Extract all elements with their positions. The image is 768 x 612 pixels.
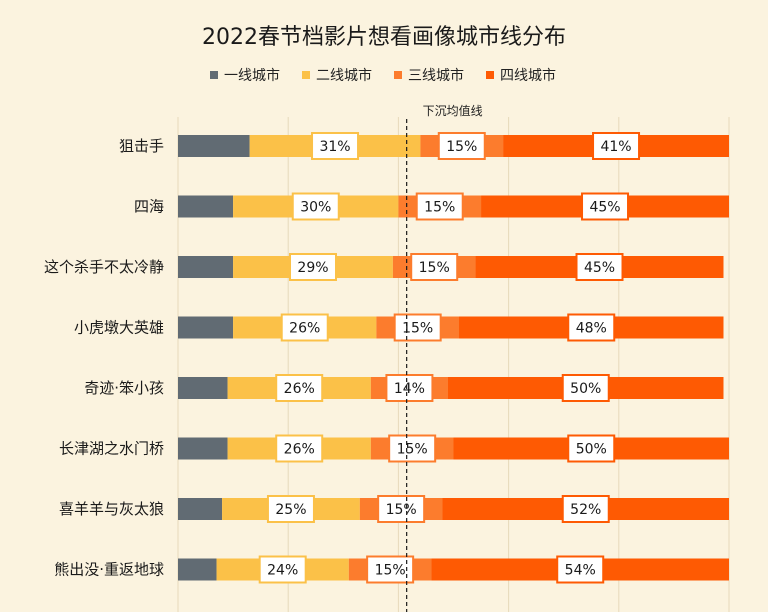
data-label-box <box>556 555 605 584</box>
data-label-box <box>575 253 624 281</box>
plot-area: 狙击手 31% 15% 41% 四海 30% 15% 45% 这个杀手不太冷静 29% 15% 45%… <box>44 103 730 612</box>
data-label: 24% <box>267 563 298 579</box>
data-label: 26% <box>289 321 320 337</box>
data-label-box <box>561 374 610 402</box>
category-label: 奇迹·笨小孩 <box>84 379 164 397</box>
data-label: 48% <box>576 321 607 337</box>
data-label-box <box>567 434 616 463</box>
data-label-box <box>366 555 415 584</box>
data-label: 14% <box>394 381 425 397</box>
data-label-box <box>415 192 464 221</box>
data-label: 26% <box>284 442 315 458</box>
data-label: 29% <box>297 260 328 276</box>
legend-swatch-3 <box>486 71 494 79</box>
data-label-box <box>275 374 324 402</box>
bar-segment <box>178 498 223 520</box>
bar-segment <box>178 437 228 460</box>
data-label: 31% <box>319 139 350 155</box>
data-label: 26% <box>284 381 315 397</box>
data-label-box <box>561 495 610 523</box>
legend-label-0: 一线城市 <box>224 67 280 84</box>
bar-segment <box>178 377 228 399</box>
data-label-box <box>291 192 340 221</box>
reference-line-label: 下沉均值线 <box>423 103 483 118</box>
data-label-box <box>288 253 337 281</box>
category-label: 小虎墩大英雄 <box>74 319 164 337</box>
legend-label-1: 二线城市 <box>316 67 372 84</box>
bar-segment <box>178 195 234 218</box>
legend-swatch-0 <box>210 71 218 79</box>
data-label: 15% <box>424 200 455 216</box>
bar-segment <box>178 135 250 157</box>
data-label-box <box>377 495 426 523</box>
data-label-box <box>275 434 324 463</box>
bar-segment <box>178 256 234 278</box>
data-label-box <box>258 555 307 584</box>
data-label: 45% <box>584 260 615 276</box>
data-label-box <box>410 253 459 281</box>
data-label: 45% <box>589 200 620 216</box>
data-label-box <box>280 313 329 342</box>
category-label: 熊出没·重返地球 <box>54 561 164 579</box>
data-label-box <box>266 495 315 523</box>
data-label-box <box>581 192 630 221</box>
data-label: 52% <box>570 502 601 518</box>
legend-label-3: 四线城市 <box>500 67 556 84</box>
data-label-box <box>592 132 641 160</box>
category-label: 四海 <box>134 198 164 216</box>
category-label: 狙击手 <box>119 137 164 155</box>
category-label: 喜羊羊与灰太狼 <box>59 500 164 518</box>
chart-title: 2022春节档影片想看画像城市线分布 <box>202 25 566 50</box>
data-label: 15% <box>386 502 417 518</box>
data-label-box <box>393 313 442 342</box>
data-label: 25% <box>275 502 306 518</box>
data-label-box <box>311 132 360 160</box>
data-label-box <box>388 434 437 463</box>
data-label: 54% <box>565 563 596 579</box>
legend-label-2: 三线城市 <box>408 67 464 84</box>
data-label: 50% <box>576 442 607 458</box>
data-label-box <box>567 313 616 342</box>
category-label: 这个杀手不太冷静 <box>44 258 164 276</box>
category-label: 长津湖之水门桥 <box>59 440 164 458</box>
legend-swatch-1 <box>302 71 310 79</box>
data-label-box <box>437 132 486 160</box>
data-label: 50% <box>570 381 601 397</box>
data-label: 30% <box>300 200 331 216</box>
legend-swatch-2 <box>394 71 402 79</box>
data-label-box <box>385 374 434 402</box>
data-label: 15% <box>402 321 433 337</box>
data-label: 15% <box>419 260 450 276</box>
data-label: 15% <box>375 563 406 579</box>
legend: 一线城市 二线城市 三线城市 四线城市 <box>210 67 556 84</box>
data-label: 15% <box>397 442 428 458</box>
bar-segment <box>178 316 234 339</box>
bar-segment <box>178 558 217 581</box>
data-label: 41% <box>600 139 631 155</box>
data-label: 15% <box>446 139 477 155</box>
